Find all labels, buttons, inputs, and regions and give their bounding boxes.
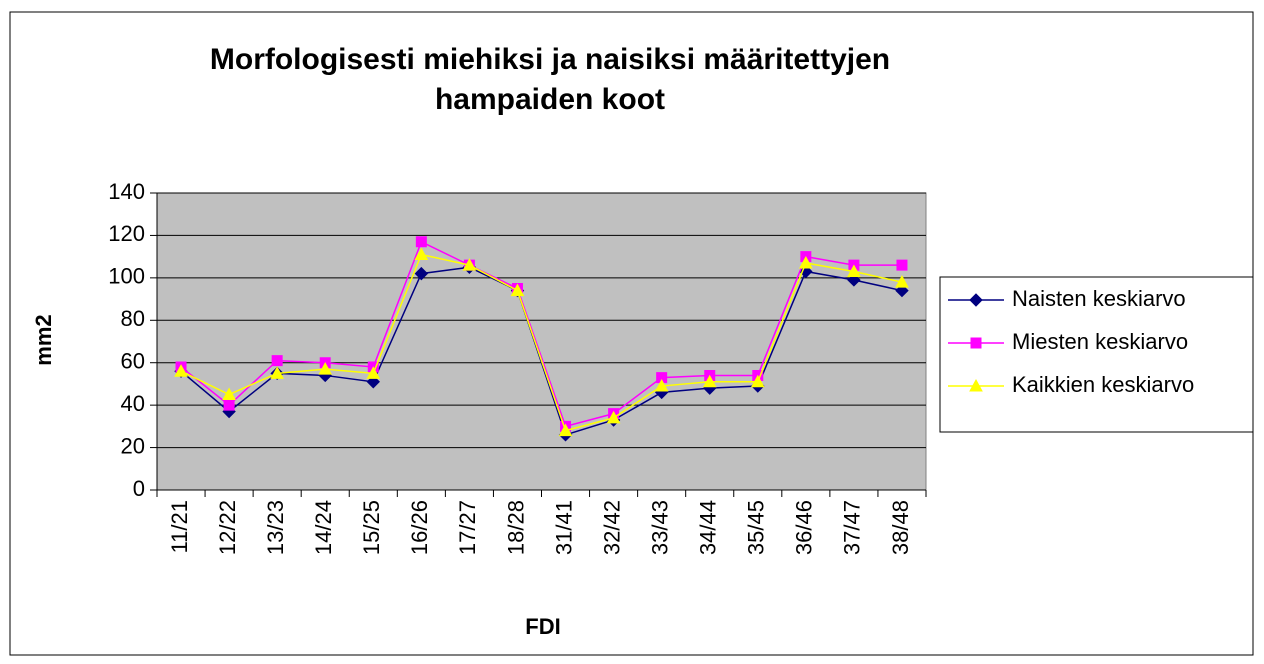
x-tick-label: 32/42 (599, 500, 624, 555)
point (174, 364, 188, 377)
y-tick-label: 140 (108, 179, 145, 204)
x-tick-label: 11/21 (167, 500, 192, 553)
point (414, 247, 429, 261)
legend-marker (969, 378, 983, 392)
point (462, 258, 477, 271)
plot-area (156, 192, 927, 491)
point (270, 366, 284, 379)
x-tick-label: 34/44 (696, 500, 721, 555)
point (366, 366, 381, 379)
point (847, 264, 861, 277)
y-tick-label: 100 (108, 264, 145, 289)
y-tick-label: 80 (121, 306, 145, 331)
x-tick-label: 17/27 (455, 500, 480, 555)
point (656, 372, 668, 384)
series-line (180, 240, 902, 428)
point (702, 374, 717, 388)
y-tick-label: 0 (133, 476, 145, 501)
x-tick-label: 18/28 (503, 500, 528, 555)
x-tick-label: 16/26 (407, 500, 432, 555)
point (318, 362, 333, 375)
point (558, 423, 573, 437)
point (895, 275, 909, 288)
x-tick-label: 38/48 (888, 500, 913, 555)
x-tick-label: 13/23 (263, 500, 288, 555)
point (510, 283, 525, 297)
y-tick-label: 40 (121, 391, 145, 416)
y-tick-label: 120 (108, 221, 145, 246)
x-tick-label: 15/25 (359, 500, 384, 555)
y-tick-label: 20 (121, 433, 145, 458)
point (750, 374, 765, 388)
point (606, 410, 621, 424)
x-tick-label: 35/45 (744, 500, 769, 555)
point (896, 259, 908, 271)
legend (939, 276, 1254, 433)
point (415, 236, 427, 248)
legend-label: Miesten keskiarvo (1012, 329, 1188, 354)
chart-title: Morfologisesti miehiksi ja naisiksi määr… (209, 43, 891, 116)
x-tick-label: 14/24 (311, 500, 336, 555)
point (799, 255, 813, 269)
point (222, 387, 236, 401)
x-tick-label: 31/41 (551, 500, 576, 555)
point (654, 379, 669, 392)
point (414, 266, 429, 281)
y-tick-label: 60 (121, 349, 145, 374)
legend-marker (969, 293, 983, 307)
x-axis-title: FDI (525, 614, 560, 639)
x-tick-label: 36/46 (792, 500, 817, 555)
y-axis-title: mm2 (31, 314, 56, 365)
x-tick-label: 37/47 (840, 500, 865, 555)
series-line (180, 253, 903, 432)
legend-marker (970, 337, 982, 349)
x-tick-label: 33/43 (647, 500, 672, 555)
legend-label: Naisten keskiarvo (1012, 286, 1186, 311)
legend-label: Kaikkien keskiarvo (1012, 372, 1194, 397)
x-tick-label: 12/22 (215, 500, 240, 555)
point (271, 355, 283, 367)
point (223, 399, 235, 411)
